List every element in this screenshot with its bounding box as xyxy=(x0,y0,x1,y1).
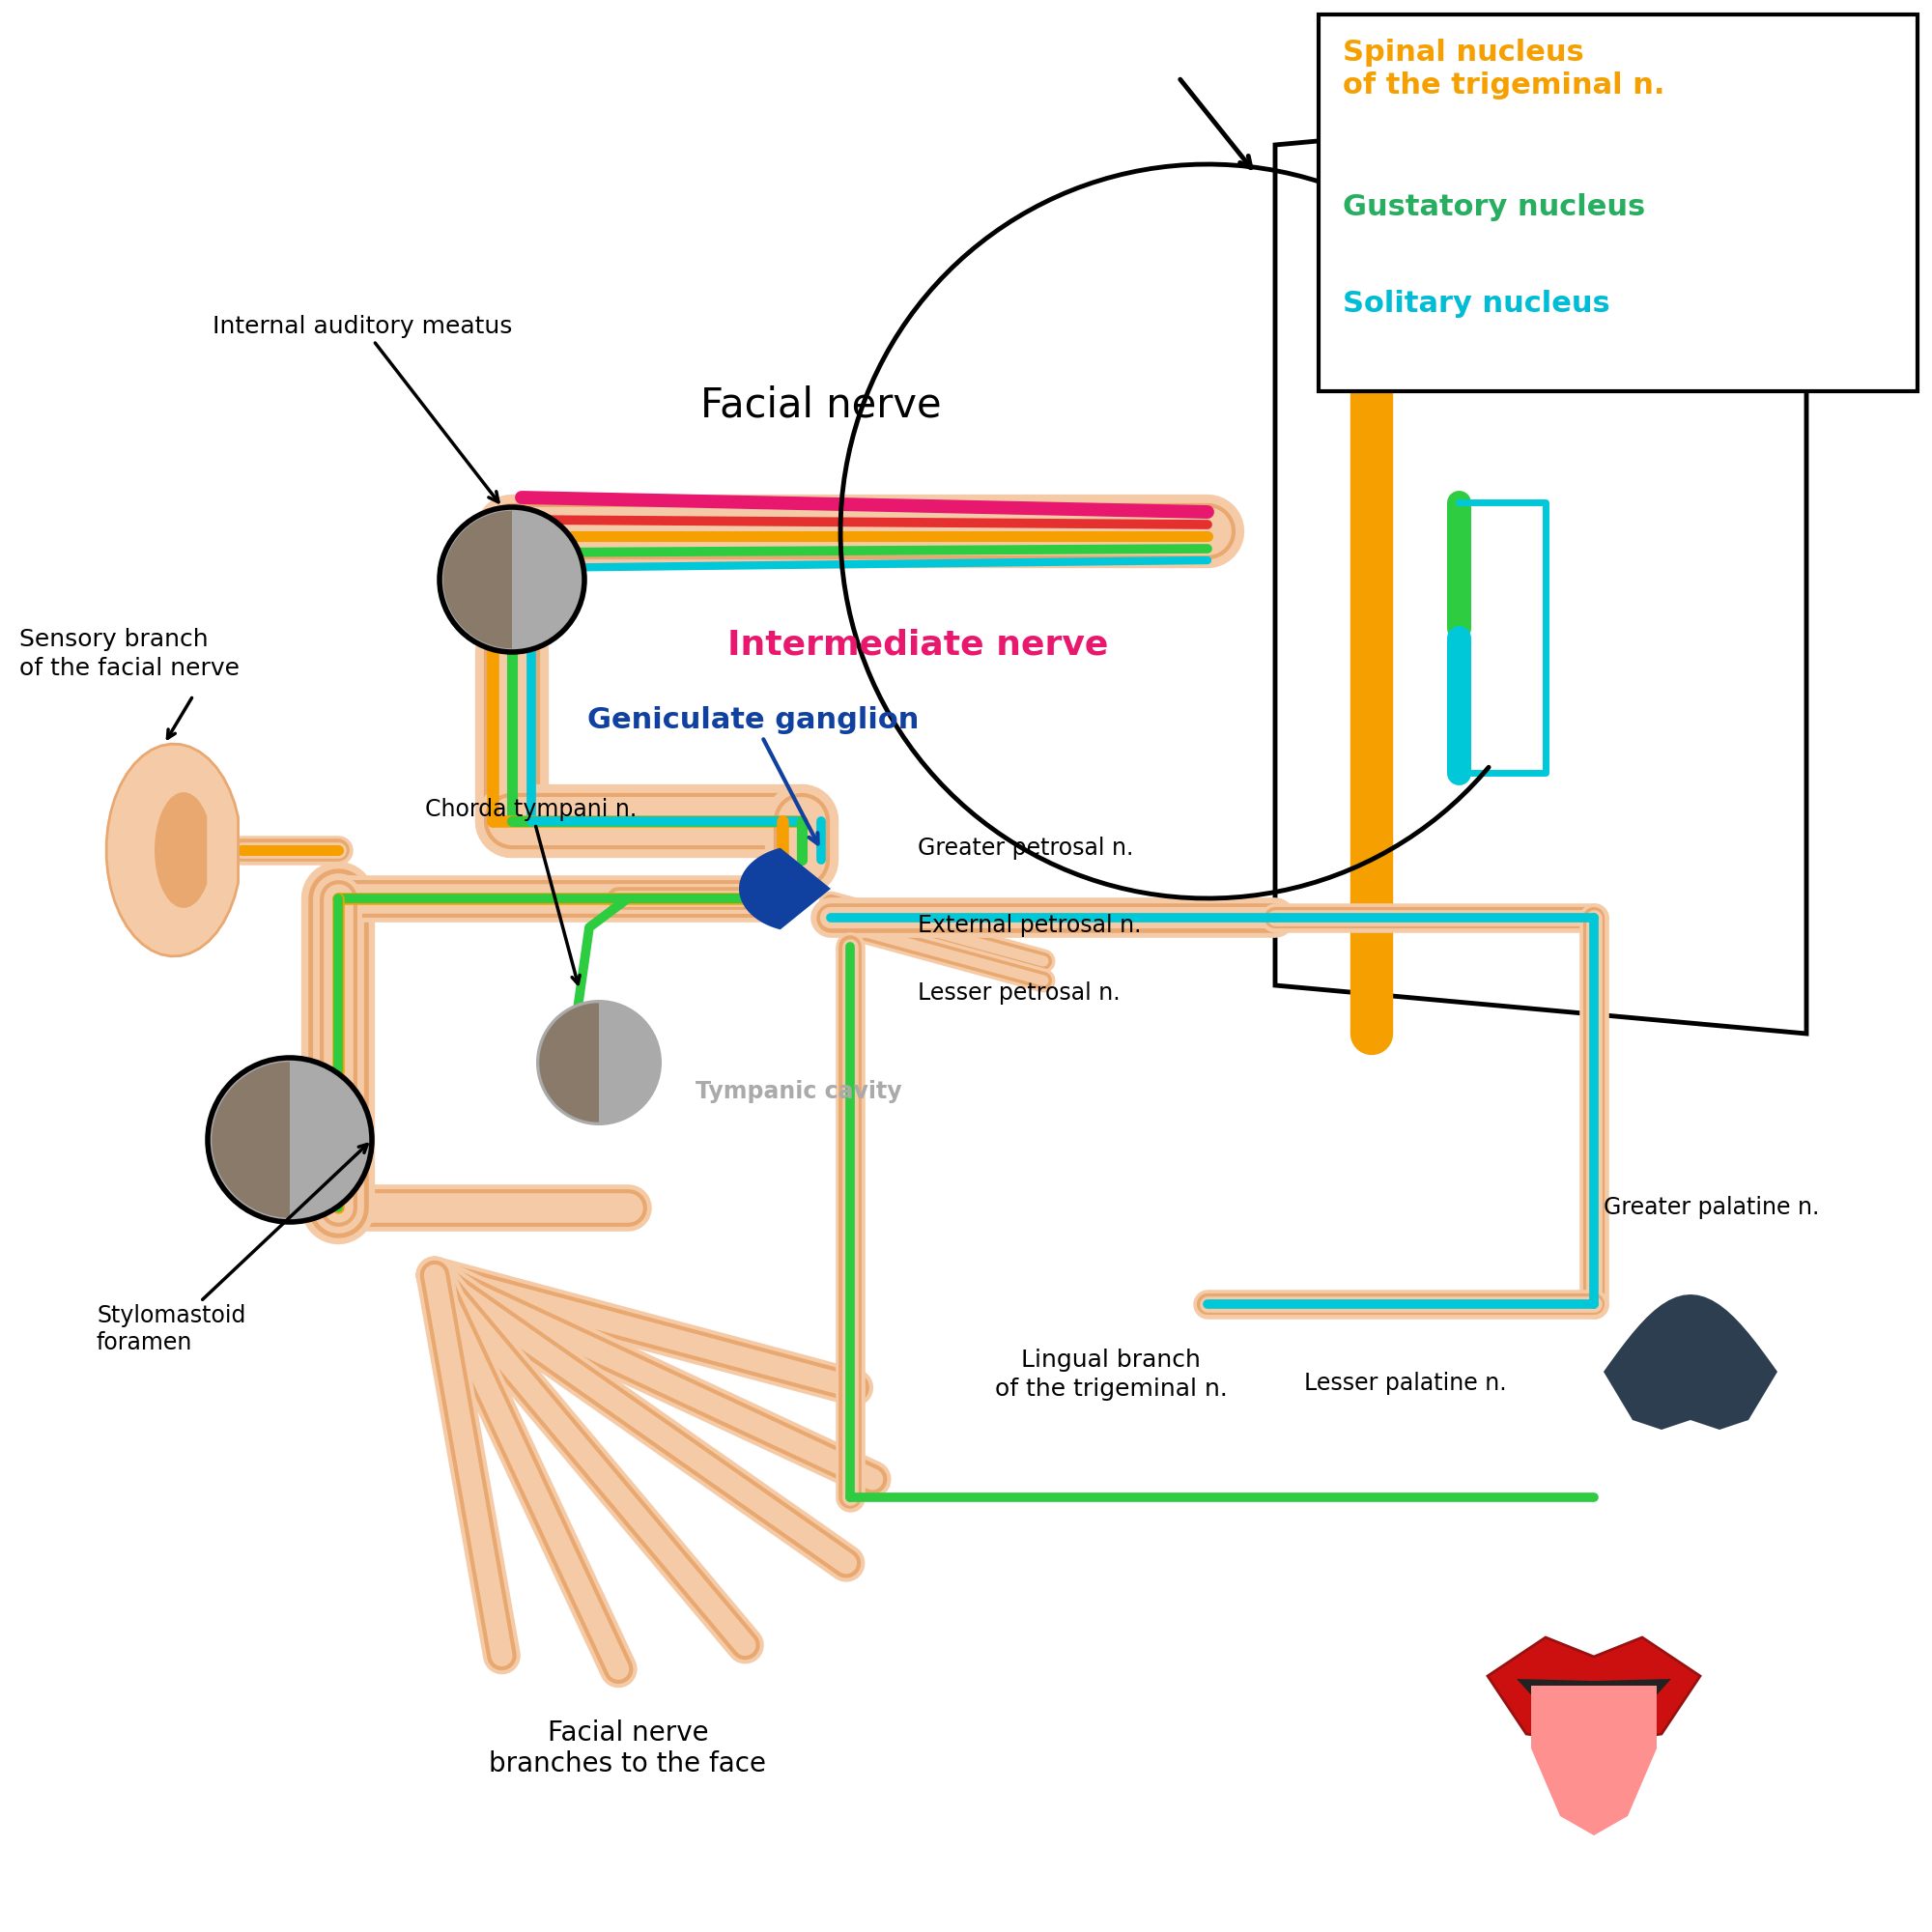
Circle shape xyxy=(209,1059,371,1223)
Text: Spinal nucleus
of the trigeminal n.: Spinal nucleus of the trigeminal n. xyxy=(1343,39,1665,99)
Text: External petrosal n.: External petrosal n. xyxy=(918,914,1142,937)
Text: Greater petrosal n.: Greater petrosal n. xyxy=(918,837,1134,860)
Polygon shape xyxy=(155,792,207,908)
Polygon shape xyxy=(1530,1685,1656,1835)
Wedge shape xyxy=(213,1063,290,1217)
Text: Internal auditory meatus: Internal auditory meatus xyxy=(213,315,512,502)
Polygon shape xyxy=(1517,1679,1671,1704)
Text: Lingual branch
of the trigeminal n.: Lingual branch of the trigeminal n. xyxy=(995,1349,1227,1401)
Text: Greater palatine n.: Greater palatine n. xyxy=(1604,1196,1820,1219)
Polygon shape xyxy=(740,848,831,929)
Wedge shape xyxy=(539,1003,599,1122)
Text: Stylomastoid
foramen: Stylomastoid foramen xyxy=(97,1144,367,1354)
Wedge shape xyxy=(442,510,512,649)
Text: Gustatory nucleus: Gustatory nucleus xyxy=(1343,193,1646,220)
Text: Intermediate nerve: Intermediate nerve xyxy=(726,628,1109,661)
Text: Geniculate ganglion: Geniculate ganglion xyxy=(587,705,920,844)
Text: Sensory branch
of the facial nerve: Sensory branch of the facial nerve xyxy=(19,628,240,680)
Polygon shape xyxy=(1488,1638,1700,1743)
Text: Chorda tympani n.: Chorda tympani n. xyxy=(425,798,638,983)
Polygon shape xyxy=(106,744,238,956)
Polygon shape xyxy=(1275,97,1806,1034)
Text: Solitary nucleus: Solitary nucleus xyxy=(1343,290,1609,317)
Circle shape xyxy=(440,506,583,653)
Circle shape xyxy=(537,1001,661,1124)
Text: Lesser palatine n.: Lesser palatine n. xyxy=(1304,1372,1507,1395)
Text: Tympanic cavity: Tympanic cavity xyxy=(696,1080,902,1103)
Text: Facial nerve
branches to the face: Facial nerve branches to the face xyxy=(489,1719,767,1777)
Text: Lesser petrosal n.: Lesser petrosal n. xyxy=(918,981,1121,1005)
Polygon shape xyxy=(1604,1294,1777,1430)
FancyBboxPatch shape xyxy=(1318,15,1917,390)
Text: Facial nerve: Facial nerve xyxy=(701,384,941,425)
